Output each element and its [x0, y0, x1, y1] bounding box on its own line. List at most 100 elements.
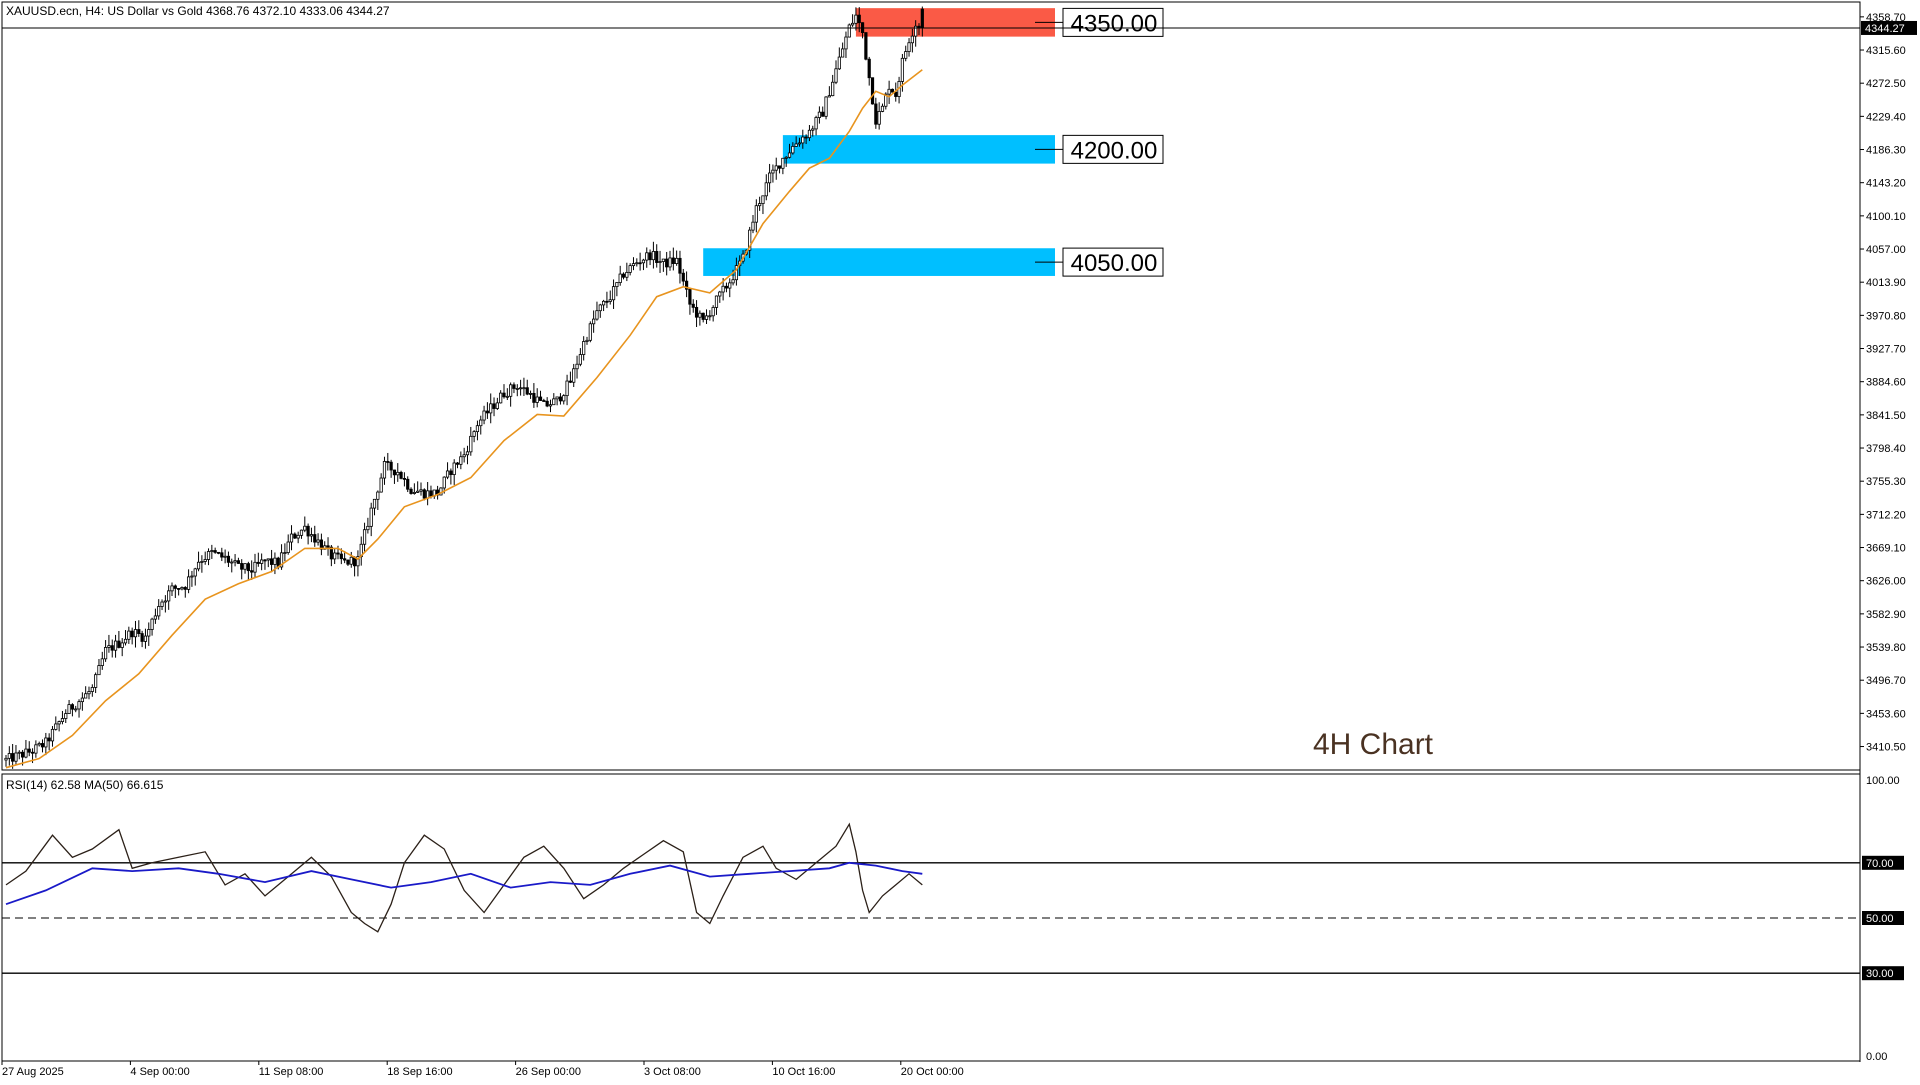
candle: [907, 42, 911, 52]
candle: [316, 539, 320, 543]
candle: [173, 585, 177, 589]
candle: [419, 489, 423, 492]
price-tick-label: 3712.20: [1866, 509, 1906, 521]
candlestick-series: [4, 6, 924, 769]
candle: [854, 14, 858, 24]
candle: [827, 95, 831, 98]
candle: [499, 392, 503, 404]
candle: [485, 410, 490, 414]
candle: [349, 556, 353, 565]
candle: [137, 629, 141, 634]
rsi-tick-label: 30.00: [1866, 968, 1894, 980]
candle: [472, 431, 476, 437]
candle: [787, 152, 792, 158]
candle: [143, 635, 148, 642]
candle: [565, 380, 569, 397]
candle: [445, 470, 450, 478]
candle: [465, 451, 470, 456]
candle: [758, 203, 762, 207]
candle: [611, 286, 616, 301]
candle: [329, 546, 333, 560]
candle: [343, 558, 347, 561]
candle: [30, 751, 35, 754]
zone-label-box[interactable]: [1062, 247, 1164, 277]
candle: [784, 156, 788, 159]
candle: [844, 36, 848, 50]
candle: [914, 25, 918, 37]
candle: [34, 744, 38, 754]
candle: [442, 476, 446, 489]
zone-label-box[interactable]: [1062, 7, 1164, 37]
candle: [598, 304, 602, 312]
candle: [110, 645, 114, 651]
candle: [167, 590, 171, 602]
candle: [170, 585, 174, 592]
candle: [847, 24, 851, 38]
candle: [319, 539, 324, 550]
candle: [396, 471, 400, 476]
candle: [346, 559, 350, 565]
candle: [641, 259, 646, 264]
candle: [289, 533, 294, 543]
candle: [718, 291, 722, 297]
candle: [303, 525, 307, 531]
time-tick-label: 18 Sep 16:00: [387, 1066, 452, 1078]
candle: [867, 58, 871, 79]
zone-4350-00[interactable]: [855, 8, 1055, 37]
candle: [246, 563, 250, 572]
candle: [920, 8, 924, 29]
candle: [107, 645, 111, 648]
candle: [206, 551, 211, 560]
price-tick-label: 4272.50: [1866, 78, 1906, 90]
rsi-level-tag: [1862, 855, 1904, 870]
candle: [263, 559, 267, 562]
candle: [655, 251, 659, 263]
candle: [402, 477, 407, 480]
candle: [904, 51, 908, 59]
zone-label-box[interactable]: [1062, 134, 1164, 164]
rsi-indicator-label: RSI(14) 62.58 MA(50) 66.615: [6, 778, 164, 792]
time-tick-label: 11 Sep 08:00: [259, 1066, 324, 1078]
rsi-level-tag: [1862, 966, 1904, 981]
candle: [625, 271, 629, 278]
candle: [807, 129, 812, 139]
candle: [791, 146, 795, 154]
zone-4050-00[interactable]: [703, 248, 1055, 276]
candle: [84, 693, 88, 699]
price-tick-label: 3539.80: [1866, 642, 1906, 654]
candle: [422, 489, 426, 499]
candle: [336, 552, 340, 555]
candle: [804, 136, 808, 139]
candle: [24, 748, 28, 758]
candle: [260, 559, 264, 564]
candle: [196, 561, 201, 570]
candle: [57, 721, 61, 725]
candle: [37, 743, 41, 746]
price-panel[interactable]: [1, 1, 1861, 771]
candle: [369, 507, 373, 527]
time-tick-label: 20 Oct 00:00: [901, 1066, 964, 1078]
candle: [781, 157, 785, 169]
candle: [605, 300, 609, 303]
candle: [190, 575, 194, 578]
candle: [44, 737, 48, 748]
candle: [104, 647, 108, 660]
zone-label: 4350.00: [1071, 10, 1158, 37]
candle: [193, 568, 197, 577]
candle: [339, 553, 343, 560]
candle: [313, 534, 317, 543]
candle: [555, 396, 559, 400]
zone-4200-00[interactable]: [782, 135, 1055, 164]
candle: [14, 752, 18, 762]
candle: [588, 323, 592, 341]
candle: [821, 111, 825, 117]
candle: [77, 701, 81, 710]
candle: [233, 560, 237, 563]
candle: [462, 454, 466, 458]
candle: [429, 490, 433, 497]
candle: [638, 262, 642, 265]
candle: [522, 387, 526, 390]
candle: [681, 272, 685, 282]
candle: [60, 718, 65, 722]
candle: [515, 387, 519, 390]
